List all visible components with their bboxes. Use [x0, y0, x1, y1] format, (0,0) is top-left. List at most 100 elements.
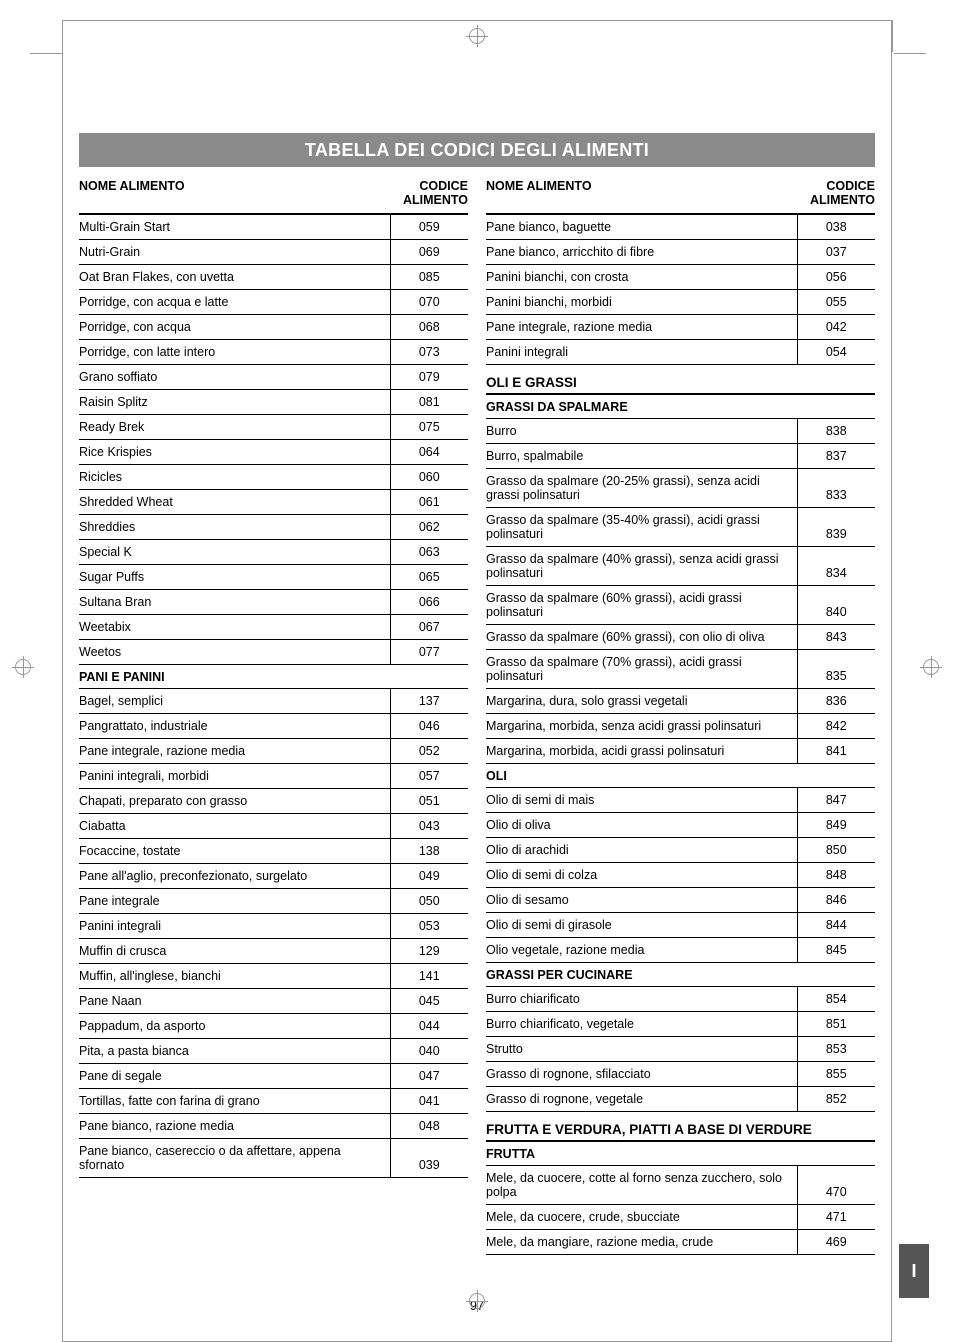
food-code: 061: [390, 490, 468, 515]
table-row: Tortillas, fatte con farina di grano041: [79, 1089, 468, 1114]
food-name: Strutto: [486, 1037, 797, 1062]
table-row: Grasso di rognone, vegetale852: [486, 1087, 875, 1112]
table-row: Chapati, preparato con grasso051: [79, 789, 468, 814]
food-name: Pane integrale, razione media: [486, 315, 797, 340]
col-header-name: NOME ALIMENTO: [79, 175, 390, 214]
food-name: Raisin Splitz: [79, 390, 390, 415]
table-row: Special K063: [79, 540, 468, 565]
food-name: Grasso di rognone, sfilacciato: [486, 1062, 797, 1087]
food-name: Olio di oliva: [486, 813, 797, 838]
food-code: 085: [390, 265, 468, 290]
table-row: Margarina, morbida, senza acidi grassi p…: [486, 714, 875, 739]
table-row: Pane Naan045: [79, 989, 468, 1014]
table-row: Sugar Puffs065: [79, 565, 468, 590]
table-row: Shreddies062: [79, 515, 468, 540]
food-code: 037: [797, 240, 875, 265]
food-name: Grasso di rognone, vegetale: [486, 1087, 797, 1112]
food-name: Grasso da spalmare (60% grassi), acidi g…: [486, 586, 797, 625]
food-name: Grano soffiato: [79, 365, 390, 390]
food-name: Margarina, morbida, acidi grassi polinsa…: [486, 739, 797, 764]
food-code: 075: [390, 415, 468, 440]
food-name: Mele, da cuocere, cotte al forno senza z…: [486, 1166, 797, 1205]
food-name: Special K: [79, 540, 390, 565]
table-row: Porridge, con acqua e latte070: [79, 290, 468, 315]
food-code: 055: [797, 290, 875, 315]
food-name: Pangrattato, industriale: [79, 714, 390, 739]
table-row: Pita, a pasta bianca040: [79, 1039, 468, 1064]
food-code: 065: [390, 565, 468, 590]
food-code: 138: [390, 839, 468, 864]
table-row: Sultana Bran066: [79, 590, 468, 615]
food-code: 039: [390, 1139, 468, 1178]
food-code: 844: [797, 913, 875, 938]
food-name: Sultana Bran: [79, 590, 390, 615]
table-row: Mele, da mangiare, razione media, crude4…: [486, 1230, 875, 1255]
table-row: Ready Brek075: [79, 415, 468, 440]
food-code: 840: [797, 586, 875, 625]
table-row: Weetos077: [79, 640, 468, 665]
food-name: Nutri-Grain: [79, 240, 390, 265]
food-name: Pane bianco, arricchito di fibre: [486, 240, 797, 265]
food-code: 845: [797, 938, 875, 963]
food-name: Porridge, con acqua: [79, 315, 390, 340]
table-row: Olio di semi di colza848: [486, 863, 875, 888]
table-row: Pane bianco, baguette038: [486, 214, 875, 240]
food-code: 852: [797, 1087, 875, 1112]
food-name: Pane bianco, razione media: [79, 1114, 390, 1139]
food-name: Pane all'aglio, preconfezionato, surgela…: [79, 864, 390, 889]
table-row: Pane bianco, arricchito di fibre037: [486, 240, 875, 265]
food-name: Grasso da spalmare (20-25% grassi), senz…: [486, 469, 797, 508]
food-code: 050: [390, 889, 468, 914]
table-row: Grasso da spalmare (20-25% grassi), senz…: [486, 469, 875, 508]
food-code: 077: [390, 640, 468, 665]
table-row: Pane integrale, razione media052: [79, 739, 468, 764]
table-row: Pappadum, da asporto044: [79, 1014, 468, 1039]
food-code: 045: [390, 989, 468, 1014]
table-row: Raisin Splitz081: [79, 390, 468, 415]
food-name: Sugar Puffs: [79, 565, 390, 590]
food-code: 081: [390, 390, 468, 415]
food-code: 834: [797, 547, 875, 586]
section-header: OLI E GRASSI: [486, 365, 875, 395]
page-title: TABELLA DEI CODICI DEGLI ALIMENTI: [79, 133, 875, 167]
table-row: Grasso da spalmare (40% grassi), senza a…: [486, 547, 875, 586]
page-frame: TABELLA DEI CODICI DEGLI ALIMENTI NOME A…: [62, 20, 892, 1342]
food-name: Olio di semi di colza: [486, 863, 797, 888]
food-name: Panini integrali: [486, 340, 797, 365]
table-row: Rice Krispies064: [79, 440, 468, 465]
food-name: Pane bianco, casereccio o da affettare, …: [79, 1139, 390, 1178]
table-row: Ricicles060: [79, 465, 468, 490]
table-row: Panini integrali054: [486, 340, 875, 365]
table-row: Ciabatta043: [79, 814, 468, 839]
food-name: Porridge, con acqua e latte: [79, 290, 390, 315]
table-row: Grasso da spalmare (70% grassi), acidi g…: [486, 650, 875, 689]
food-code: 842: [797, 714, 875, 739]
table-row: Burro838: [486, 419, 875, 444]
table-row: Olio di arachidi850: [486, 838, 875, 863]
food-name: Burro: [486, 419, 797, 444]
food-code: 049: [390, 864, 468, 889]
food-code: 846: [797, 888, 875, 913]
food-name: Pane integrale, razione media: [79, 739, 390, 764]
food-name: Grasso da spalmare (70% grassi), acidi g…: [486, 650, 797, 689]
food-name: Panini integrali, morbidi: [79, 764, 390, 789]
table-row: Panini bianchi, morbidi055: [486, 290, 875, 315]
food-name: Multi-Grain Start: [79, 214, 390, 240]
food-name: Ready Brek: [79, 415, 390, 440]
header-label: OLI: [486, 764, 875, 788]
table-row: Shredded Wheat061: [79, 490, 468, 515]
food-code: 847: [797, 788, 875, 813]
col-header-code: CODICEALIMENTO: [797, 175, 875, 214]
table-row: Mele, da cuocere, crude, sbucciate471: [486, 1205, 875, 1230]
table-row: Olio di sesamo846: [486, 888, 875, 913]
table-row: Mele, da cuocere, cotte al forno senza z…: [486, 1166, 875, 1205]
food-code: 471: [797, 1205, 875, 1230]
food-name: Margarina, morbida, senza acidi grassi p…: [486, 714, 797, 739]
food-name: Weetos: [79, 640, 390, 665]
food-name: Burro, spalmabile: [486, 444, 797, 469]
food-code: 059: [390, 214, 468, 240]
header-label: PANI E PANINI: [79, 665, 468, 689]
table-row: Olio di oliva849: [486, 813, 875, 838]
table-row: Pane all'aglio, preconfezionato, surgela…: [79, 864, 468, 889]
food-name: Pane bianco, baguette: [486, 214, 797, 240]
